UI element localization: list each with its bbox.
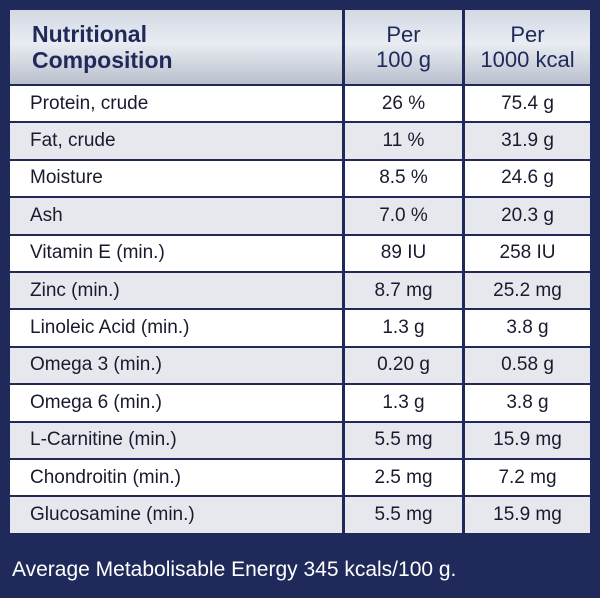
value-per-100g: 0.20 g <box>345 345 465 384</box>
value-per-1000kcal: 20.3 g <box>465 196 590 234</box>
value-per-1000kcal: 0.58 g <box>465 345 590 384</box>
nutrient-label: L-Carnitine (min.) <box>10 420 345 458</box>
value-per-1000kcal: 15.9 mg <box>465 495 590 533</box>
value-per-100g: 2.5 mg <box>345 457 465 496</box>
nutrient-label: Zinc (min.) <box>10 270 345 309</box>
nutrient-label: Omega 6 (min.) <box>10 383 345 421</box>
table-row: Protein, crude 26 % 75.4 g <box>10 84 590 122</box>
header-title: Nutritional Composition <box>10 10 345 84</box>
value-per-100g: 26 % <box>345 84 465 122</box>
header-title-line1: Nutritional <box>32 21 147 47</box>
nutrient-label: Protein, crude <box>10 84 345 122</box>
value-per-100g: 1.3 g <box>345 308 465 346</box>
table-header: Nutritional Composition Per 100 g Per 10… <box>10 10 590 84</box>
value-per-100g: 11 % <box>345 121 465 159</box>
table-row: Ash 7.0 % 20.3 g <box>10 196 590 234</box>
value-per-1000kcal: 3.8 g <box>465 383 590 421</box>
nutrient-label: Glucosamine (min.) <box>10 495 345 533</box>
header-per-1000kcal-line1: Per <box>510 22 545 47</box>
value-per-100g: 8.7 mg <box>345 270 465 309</box>
header-per-100g-line1: Per <box>386 22 421 47</box>
nutrient-label: Omega 3 (min.) <box>10 345 345 384</box>
table-row: Fat, crude 11 % 31.9 g <box>10 121 590 159</box>
header-title-line2: Composition <box>32 47 173 73</box>
nutrition-table: Nutritional Composition Per 100 g Per 10… <box>10 10 590 533</box>
energy-footnote: Average Metabolisable Energy 345 kcals/1… <box>12 558 457 581</box>
table-row: Zinc (min.) 8.7 mg 25.2 mg <box>10 270 590 309</box>
header-per-1000kcal-line2: 1000 kcal <box>480 47 575 72</box>
table-row: Omega 3 (min.) 0.20 g 0.58 g <box>10 345 590 384</box>
table-row: Moisture 8.5 % 24.6 g <box>10 158 590 197</box>
value-per-1000kcal: 15.9 mg <box>465 420 590 458</box>
table-body: Protein, crude 26 % 75.4 g Fat, crude 11 % 31… <box>10 84 590 533</box>
nutrient-label: Linoleic Acid (min.) <box>10 308 345 346</box>
value-per-100g: 7.0 % <box>345 196 465 234</box>
value-per-100g: 89 IU <box>345 233 465 271</box>
value-per-100g: 1.3 g <box>345 383 465 421</box>
value-per-1000kcal: 25.2 mg <box>465 270 590 309</box>
table-row: Linoleic Acid (min.) 1.3 g 3.8 g <box>10 308 590 346</box>
value-per-100g: 8.5 % <box>345 158 465 197</box>
table-row: Vitamin E (min.) 89 IU 258 IU <box>10 233 590 271</box>
table-row: Glucosamine (min.) 5.5 mg 15.9 mg <box>10 495 590 533</box>
nutrient-label: Moisture <box>10 158 345 197</box>
value-per-1000kcal: 24.6 g <box>465 158 590 197</box>
value-per-100g: 5.5 mg <box>345 420 465 458</box>
value-per-1000kcal: 3.8 g <box>465 308 590 346</box>
table-row: Omega 6 (min.) 1.3 g 3.8 g <box>10 383 590 421</box>
nutrition-panel: Nutritional Composition Per 100 g Per 10… <box>10 10 590 540</box>
nutrient-label: Vitamin E (min.) <box>10 233 345 271</box>
nutrient-label: Ash <box>10 196 345 234</box>
header-per-1000kcal: Per 1000 kcal <box>465 10 590 84</box>
value-per-1000kcal: 258 IU <box>465 233 590 271</box>
value-per-1000kcal: 31.9 g <box>465 121 590 159</box>
value-per-1000kcal: 75.4 g <box>465 84 590 122</box>
header-per-100g-line2: 100 g <box>375 47 432 72</box>
nutrient-label: Fat, crude <box>10 121 345 159</box>
table-row: L-Carnitine (min.) 5.5 mg 15.9 mg <box>10 420 590 458</box>
header-per-100g: Per 100 g <box>345 10 465 84</box>
table-row: Chondroitin (min.) 2.5 mg 7.2 mg <box>10 457 590 496</box>
value-per-1000kcal: 7.2 mg <box>465 457 590 496</box>
nutrient-label: Chondroitin (min.) <box>10 457 345 496</box>
value-per-100g: 5.5 mg <box>345 495 465 533</box>
